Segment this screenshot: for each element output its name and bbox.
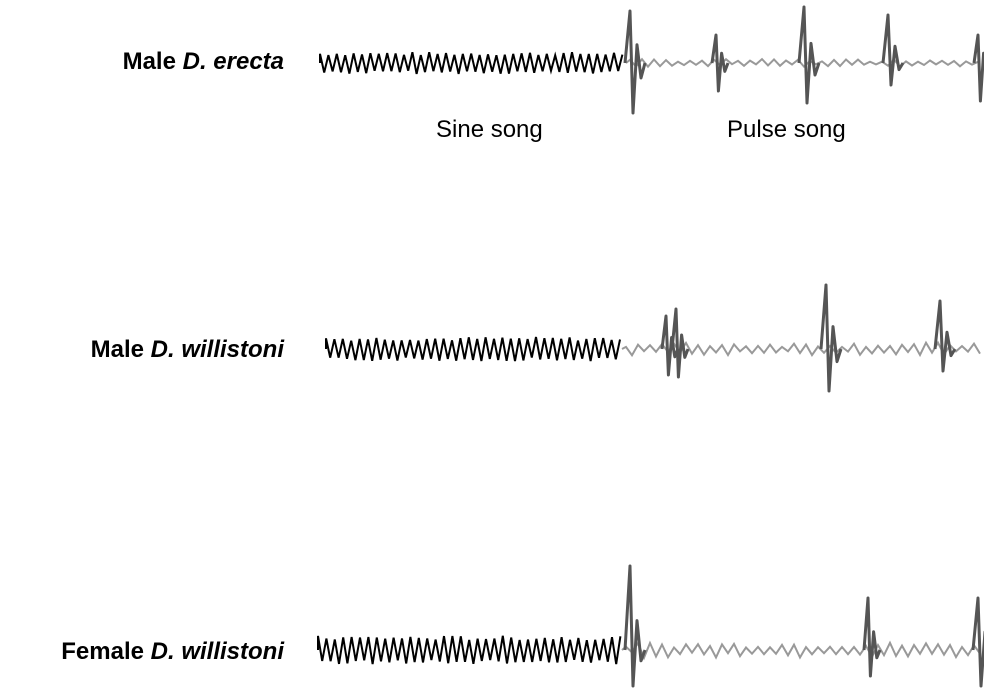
pulse-spike — [623, 9, 647, 115]
pulse-song-label: Pulse song — [727, 116, 846, 143]
pulse-spike — [819, 283, 843, 393]
pulse-song-trace-female-willistoni — [621, 640, 981, 661]
sine-song-trace-male-erecta — [319, 51, 624, 75]
row-label-species: D. willistoni — [150, 638, 284, 665]
pulse-spike — [862, 596, 882, 678]
pulse-spike — [670, 307, 690, 379]
sine-song-trace-female-willistoni — [317, 635, 622, 665]
sine-song-label: Sine song — [436, 116, 543, 143]
pulse-spike — [623, 564, 647, 688]
sine-song-trace-male-willistoni — [325, 336, 621, 362]
pulse-spike — [797, 5, 821, 105]
pulse-spikes-female-willistoni — [623, 564, 984, 688]
pulse-song-trace-male-erecta — [625, 57, 979, 69]
row-label-sex: Male — [90, 336, 144, 363]
row-label-male-erecta: Male D. erecta — [123, 48, 284, 76]
pulse-spike — [881, 13, 905, 87]
row-label-male-willistoni: Male D. willistoni — [91, 336, 284, 364]
row-label-species: D. erecta — [182, 48, 284, 75]
pulse-spikes-male-willistoni — [660, 283, 957, 393]
pulse-spike — [972, 33, 984, 103]
pulse-spikes-male-erecta — [623, 5, 984, 115]
row-label-sex: Male — [122, 48, 176, 75]
pulse-spike — [660, 314, 680, 377]
row-label-species: D. willistoni — [150, 336, 284, 363]
pulse-spike — [933, 299, 957, 373]
pulse-spike — [710, 33, 730, 93]
row-label-female-willistoni: Female D. willistoni — [61, 638, 284, 666]
pulse-spike — [971, 596, 984, 688]
row-label-sex: Female — [61, 638, 144, 665]
